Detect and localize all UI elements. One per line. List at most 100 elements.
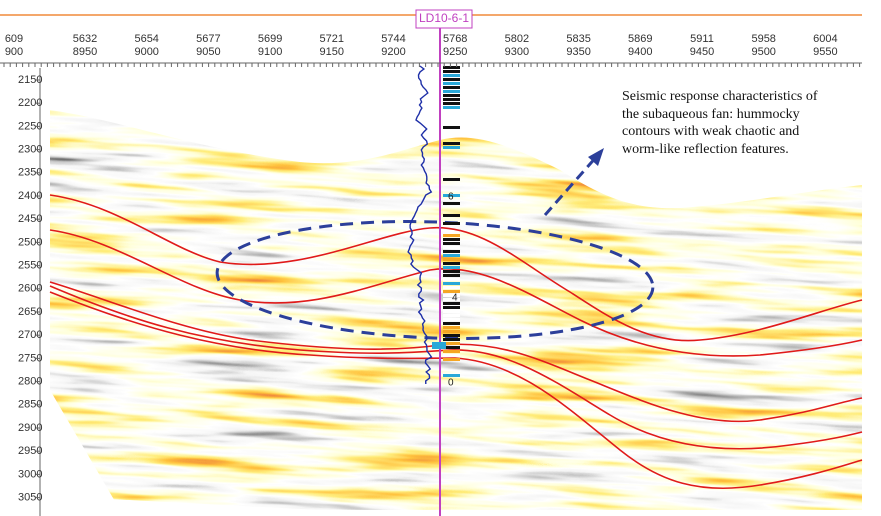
depth-label: 2450 [18,213,42,225]
depth-label: 2550 [18,260,42,272]
litho-bed [443,222,460,225]
top-axis-label: 9300 [505,46,529,58]
litho-bed [443,146,460,149]
top-axis-label: 9500 [751,46,775,58]
depth-label: 2750 [18,352,42,364]
litho-bed [443,294,460,297]
litho-bed [443,178,460,181]
well-marker-label: 6 [448,192,454,203]
depth-label: 2850 [18,399,42,411]
litho-bed [443,238,460,241]
top-axis-label: 5911 [690,33,714,45]
top-axis-label: 5699 [258,33,282,45]
top-axis-label: 609 [5,33,23,45]
litho-bed [443,262,460,265]
litho-bed [443,242,460,245]
litho-bed [443,234,460,237]
litho-bed [443,202,460,205]
well-marker-label: 0 [448,378,454,389]
top-axis-label: 5802 [505,33,529,45]
top-axis-label: 9400 [628,46,652,58]
litho-bed [443,374,460,377]
top-axis-label: 5654 [134,33,158,45]
litho-bed [443,274,460,277]
litho-bed [443,94,460,97]
top-axis-label: 8950 [73,46,97,58]
top-axis-label: 9550 [813,46,837,58]
litho-bed [443,250,460,253]
depth-label: 2600 [18,283,42,295]
litho-bed [443,254,460,257]
litho-bed [443,78,460,81]
litho-bed [443,350,460,353]
top-axis-label: 9450 [690,46,714,58]
litho-bed [443,326,460,329]
litho-bed [443,74,460,77]
litho-bed [443,126,460,129]
litho-bed [443,214,460,217]
depth-label: 2700 [18,329,42,341]
litho-bed [443,66,460,69]
litho-bed [443,330,460,333]
litho-bed [443,194,460,197]
depth-label: 3050 [18,492,42,504]
top-axis-label: 9100 [258,46,282,58]
litho-bed [443,142,460,145]
litho-bed [443,98,460,101]
litho-bed [443,354,460,357]
litho-bed [443,342,460,345]
litho-bed [443,338,460,341]
top-axis-label: 9350 [566,46,590,58]
litho-bed [443,106,460,109]
litho-bed [443,282,460,285]
top-axis-label: 5721 [320,33,344,45]
depth-label: 2350 [18,167,42,179]
depth-label: 3000 [18,468,42,480]
litho-bed [443,286,460,289]
litho-bed [443,358,460,361]
litho-bed [443,302,460,305]
top-axis-label: 9000 [134,46,158,58]
litho-bed [443,278,460,281]
litho-bed [443,246,460,249]
litho-bed [443,334,460,337]
well-marker-label: 4 [452,293,458,304]
top-axis-label: 5958 [751,33,775,45]
top-axis-label: 5632 [73,33,97,45]
well-marker [432,342,446,349]
annotation: Seismic response characteristics of the … [622,89,818,157]
top-axis-label: 5869 [628,33,652,45]
top-axis-label: 9250 [443,46,467,58]
depth-label: 2650 [18,306,42,318]
litho-bed [443,306,460,309]
litho-bed [443,270,460,273]
depth-label: 2250 [18,120,42,132]
top-axis-label: 5677 [196,33,220,45]
litho-bed [443,322,460,325]
litho-bed [443,318,460,321]
callout-arrow [543,154,600,216]
litho-bed [443,298,460,301]
litho-bed [443,82,460,85]
litho-bed [443,314,460,317]
top-axis-label: 9200 [381,46,405,58]
litho-bed [443,346,460,349]
litho-bed [443,70,460,73]
axis-ruler: 609 5632 5654 5677 5699 5721 5744 5768 5802 5835 5… [0,33,862,516]
lithology-column: 6 4 0 [432,66,460,389]
depth-label: 2150 [18,74,42,86]
well-name: LD10-6-1 [419,11,469,25]
litho-bed [443,266,460,269]
depth-label: 2500 [18,236,42,248]
litho-bed [443,102,460,105]
depth-label: 2900 [18,422,42,434]
depth-label: 2200 [18,97,42,109]
top-axis-label: 900 [5,46,23,58]
well-label-box [415,9,473,29]
top-axis-label: 6004 [813,33,837,45]
litho-bed [443,86,460,89]
top-axis-label: 5835 [566,33,590,45]
arrow-head [588,148,604,166]
litho-bed [443,310,460,313]
